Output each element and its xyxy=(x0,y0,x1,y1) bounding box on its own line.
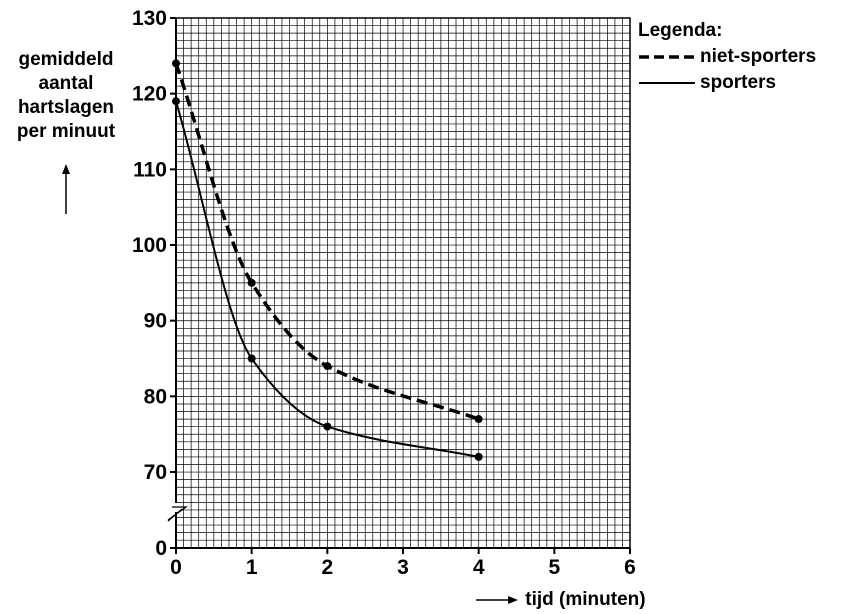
legend: Legenda: niet-sporters sporters xyxy=(638,18,816,96)
x-tick-label: 0 xyxy=(170,556,182,579)
data-point-sporters xyxy=(247,354,256,363)
y-axis-label-line: aantal xyxy=(38,73,94,94)
y-axis-break-mark xyxy=(167,508,183,522)
x-axis-arrow xyxy=(476,595,518,604)
dashed-line-swatch xyxy=(639,55,695,59)
solid-line-swatch xyxy=(639,82,695,84)
y-axis-label: gemiddeld aantal hartslagen per minuut xyxy=(4,48,128,144)
x-tick-label: 5 xyxy=(548,556,560,579)
legend-title: Legenda: xyxy=(638,20,723,41)
y-tick-label: 70 xyxy=(144,461,167,484)
y-axis-label-line: per minuut xyxy=(16,121,116,142)
data-point-niet-sporters xyxy=(247,278,256,287)
data-point-niet-sporters xyxy=(474,415,483,424)
y-tick-label: 80 xyxy=(144,385,167,408)
chart-grid xyxy=(175,17,631,549)
y-tick-label: 120 xyxy=(132,83,167,106)
x-axis-label: tijd (minuten) xyxy=(476,589,646,611)
data-point-sporters xyxy=(474,452,483,461)
y-tick-label: 100 xyxy=(132,234,167,257)
y-axis-label-line: gemiddeld xyxy=(18,49,114,70)
legend-item-niet-sporters: niet-sporters xyxy=(638,44,816,70)
x-tick-label: 3 xyxy=(397,556,409,579)
x-tick-label: 6 xyxy=(624,556,636,579)
x-tick-label: 2 xyxy=(321,556,333,579)
y-axis-arrow xyxy=(62,164,70,214)
data-point-sporters xyxy=(323,422,332,431)
series-line-sporters xyxy=(175,100,479,458)
legend-label: sporters xyxy=(700,72,777,93)
series-line-niet-sporters xyxy=(174,62,480,421)
data-point-niet-sporters xyxy=(172,59,180,68)
x-tick-label: 4 xyxy=(473,556,485,579)
legend-item-sporters: sporters xyxy=(638,70,816,96)
y-tick-label: 110 xyxy=(133,158,167,181)
x-tick-label: 1 xyxy=(246,556,258,579)
y-tick-label: 130 xyxy=(132,7,167,30)
chart-series xyxy=(172,59,483,461)
legend-label: niet-sporters xyxy=(700,46,817,67)
y-tick-label: 90 xyxy=(144,310,167,333)
y-tick-label: 0 xyxy=(155,537,167,560)
data-point-sporters xyxy=(172,97,180,106)
x-axis-label-text: tijd (minuten) xyxy=(525,589,646,610)
y-axis-label-line: hartslagen xyxy=(17,97,115,118)
data-point-niet-sporters xyxy=(323,362,332,371)
